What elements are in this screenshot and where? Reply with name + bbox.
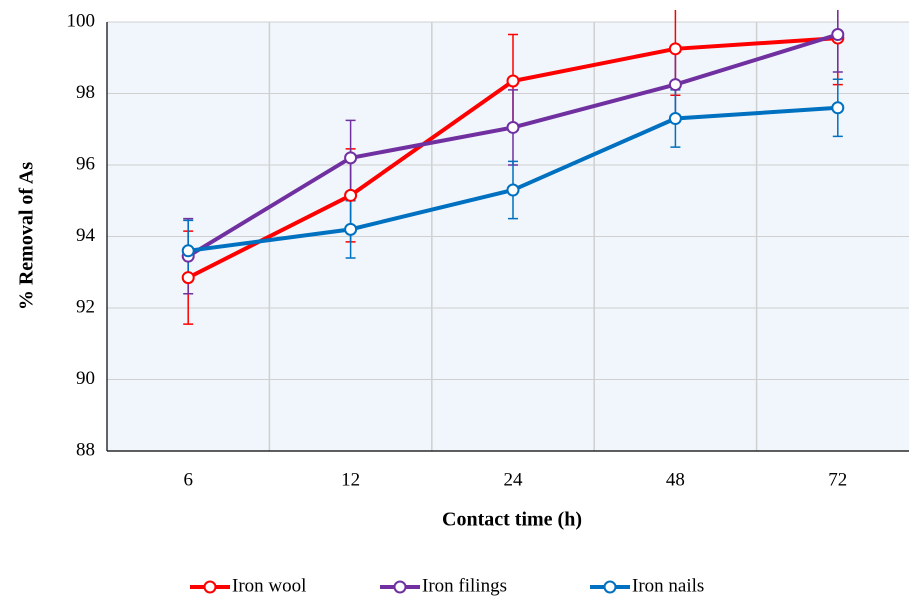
y-axis-title: % Removal of As	[16, 162, 38, 311]
data-point	[344, 222, 358, 236]
x-tick-label: 48	[666, 469, 685, 490]
data-point	[831, 28, 845, 42]
x-axis-title: Contact time (h)	[442, 509, 582, 531]
x-tick-label: 24	[504, 469, 524, 490]
data-point	[506, 120, 520, 134]
data-point	[181, 244, 195, 258]
legend: Iron wool Iron filings Iron nails	[190, 575, 704, 596]
data-point	[831, 101, 845, 115]
y-tick-label: 100	[67, 10, 96, 31]
legend-marker	[393, 580, 407, 594]
x-tick-label: 12	[341, 469, 360, 490]
grid	[106, 21, 909, 452]
legend-label: Iron nails	[632, 575, 704, 596]
data-point	[344, 188, 358, 202]
y-tick-label: 96	[76, 153, 95, 174]
y-tick-label: 90	[76, 368, 95, 389]
data-point	[668, 78, 682, 92]
data-point	[668, 42, 682, 56]
y-tick-label: 92	[76, 296, 95, 317]
y-tick-label: 88	[76, 439, 95, 460]
y-tick-label: 94	[76, 225, 96, 246]
data-point	[506, 74, 520, 88]
data-point	[181, 271, 195, 285]
legend-marker	[603, 580, 617, 594]
x-tick-label: 6	[183, 469, 193, 490]
legend-marker	[203, 580, 217, 594]
legend-label: Iron wool	[232, 575, 306, 596]
y-tick-label: 98	[76, 82, 95, 103]
x-tick-label: 72	[828, 469, 847, 490]
legend-label: Iron filings	[422, 575, 507, 596]
data-point	[506, 183, 520, 197]
data-point	[344, 151, 358, 165]
marks	[181, 10, 845, 325]
data-point	[668, 112, 682, 126]
